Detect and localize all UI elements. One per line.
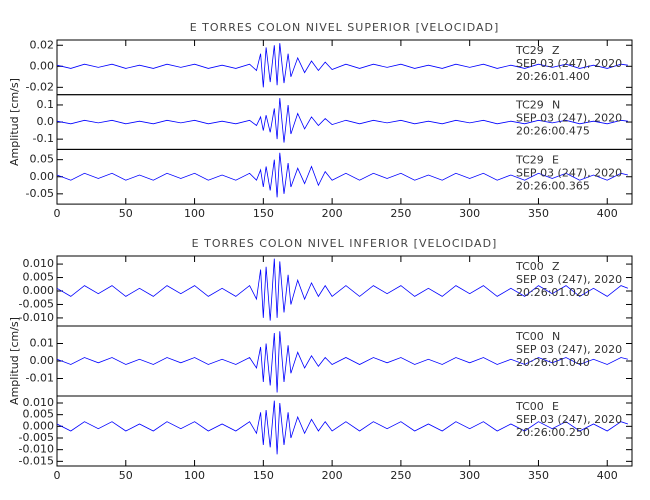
waveform [56,43,628,88]
y-tick-label: 0.010 [23,257,55,270]
station-label: TC00 [515,260,544,273]
date-label: SEP 03 (247), 2020 [516,112,622,125]
x-tick-label: 250 [390,207,411,220]
y-tick-label: 0.01 [30,337,55,350]
x-tick-label: 350 [528,207,549,220]
y-tick-label: 0.005 [23,271,55,284]
waveform [56,331,629,393]
x-tick-label: 50 [119,207,133,220]
component-label: N [552,330,560,343]
waveform [56,98,628,143]
y-tick-label: 0.010 [23,396,55,409]
y-tick-label: 0.00 [30,170,55,183]
date-label: SEP 03 (247), 2020 [516,273,622,286]
y-tick-label: 0.05 [30,153,55,166]
x-tick-label: 150 [253,207,274,220]
y-tick-label: -0.010 [19,311,54,324]
station-label: TC00 [515,330,544,343]
date-label: SEP 03 (247), 2020 [516,413,622,426]
time-label: 20:26:00.250 [516,426,590,439]
x-tick-label: 50 [119,469,133,482]
date-label: SEP 03 (247), 2020 [516,57,622,70]
station-label: TC00 [515,400,544,413]
y-tick-label: 0.000 [23,284,55,297]
waveform [56,400,629,455]
y-tick-label: -0.02 [26,80,54,93]
station-label: TC29 [515,44,544,57]
x-tick-label: 350 [528,469,549,482]
y-tick-label: 0.00 [30,59,55,72]
chart-title: E TORRES COLON NIVEL SUPERIOR [VELOCIDAD… [190,21,500,34]
y-tick-label: 0.005 [23,408,55,421]
x-tick-label: 400 [597,469,618,482]
component-label: E [552,400,559,413]
station-label: TC29 [515,99,544,112]
x-tick-label: 300 [459,469,480,482]
y-tick-label: -0.015 [19,454,54,467]
waveform [56,258,629,321]
chart-title: E TORRES COLON NIVEL INFERIOR [VELOCIDAD… [192,237,498,250]
waveform [56,152,628,198]
y-tick-label: -0.010 [19,443,54,456]
y-tick-label: 0.00 [30,354,55,367]
x-tick-label: 0 [54,469,61,482]
y-axis-label: Amplitud [cm/s] [8,78,21,166]
x-tick-label: 200 [322,207,343,220]
y-tick-label: 0.1 [37,98,55,111]
date-label: SEP 03 (247), 2020 [516,166,622,179]
time-label: 20:26:00.475 [516,125,590,138]
y-tick-label: 0.000 [23,419,55,432]
date-label: SEP 03 (247), 2020 [516,343,622,356]
x-tick-label: 300 [459,207,480,220]
y-tick-label: -0.01 [26,372,54,385]
y-tick-label: -0.1 [33,132,54,145]
y-axis-label: Amplitud [cm/s] [8,317,21,405]
time-label: 20:26:01.020 [516,286,590,299]
component-label: Z [552,260,560,273]
y-tick-label: -0.005 [19,431,54,444]
time-label: 20:26:00.365 [516,179,590,192]
panel-frame [56,395,633,467]
x-tick-label: 200 [322,469,343,482]
x-tick-label: 0 [54,207,61,220]
y-tick-label: -0.005 [19,297,54,310]
time-label: 20:26:01.040 [516,356,590,369]
y-tick-label: -0.05 [26,187,54,200]
x-tick-label: 100 [184,469,205,482]
x-tick-label: 100 [184,207,205,220]
y-tick-label: 0.0 [37,115,55,128]
component-label: Z [552,44,560,57]
station-label: TC29 [515,153,544,166]
x-tick-label: 250 [390,469,411,482]
component-label: E [552,153,559,166]
y-tick-label: 0.02 [30,38,55,51]
x-tick-label: 150 [253,469,274,482]
component-label: N [552,99,560,112]
x-tick-label: 400 [597,207,618,220]
time-label: 20:26:01.400 [516,70,590,83]
